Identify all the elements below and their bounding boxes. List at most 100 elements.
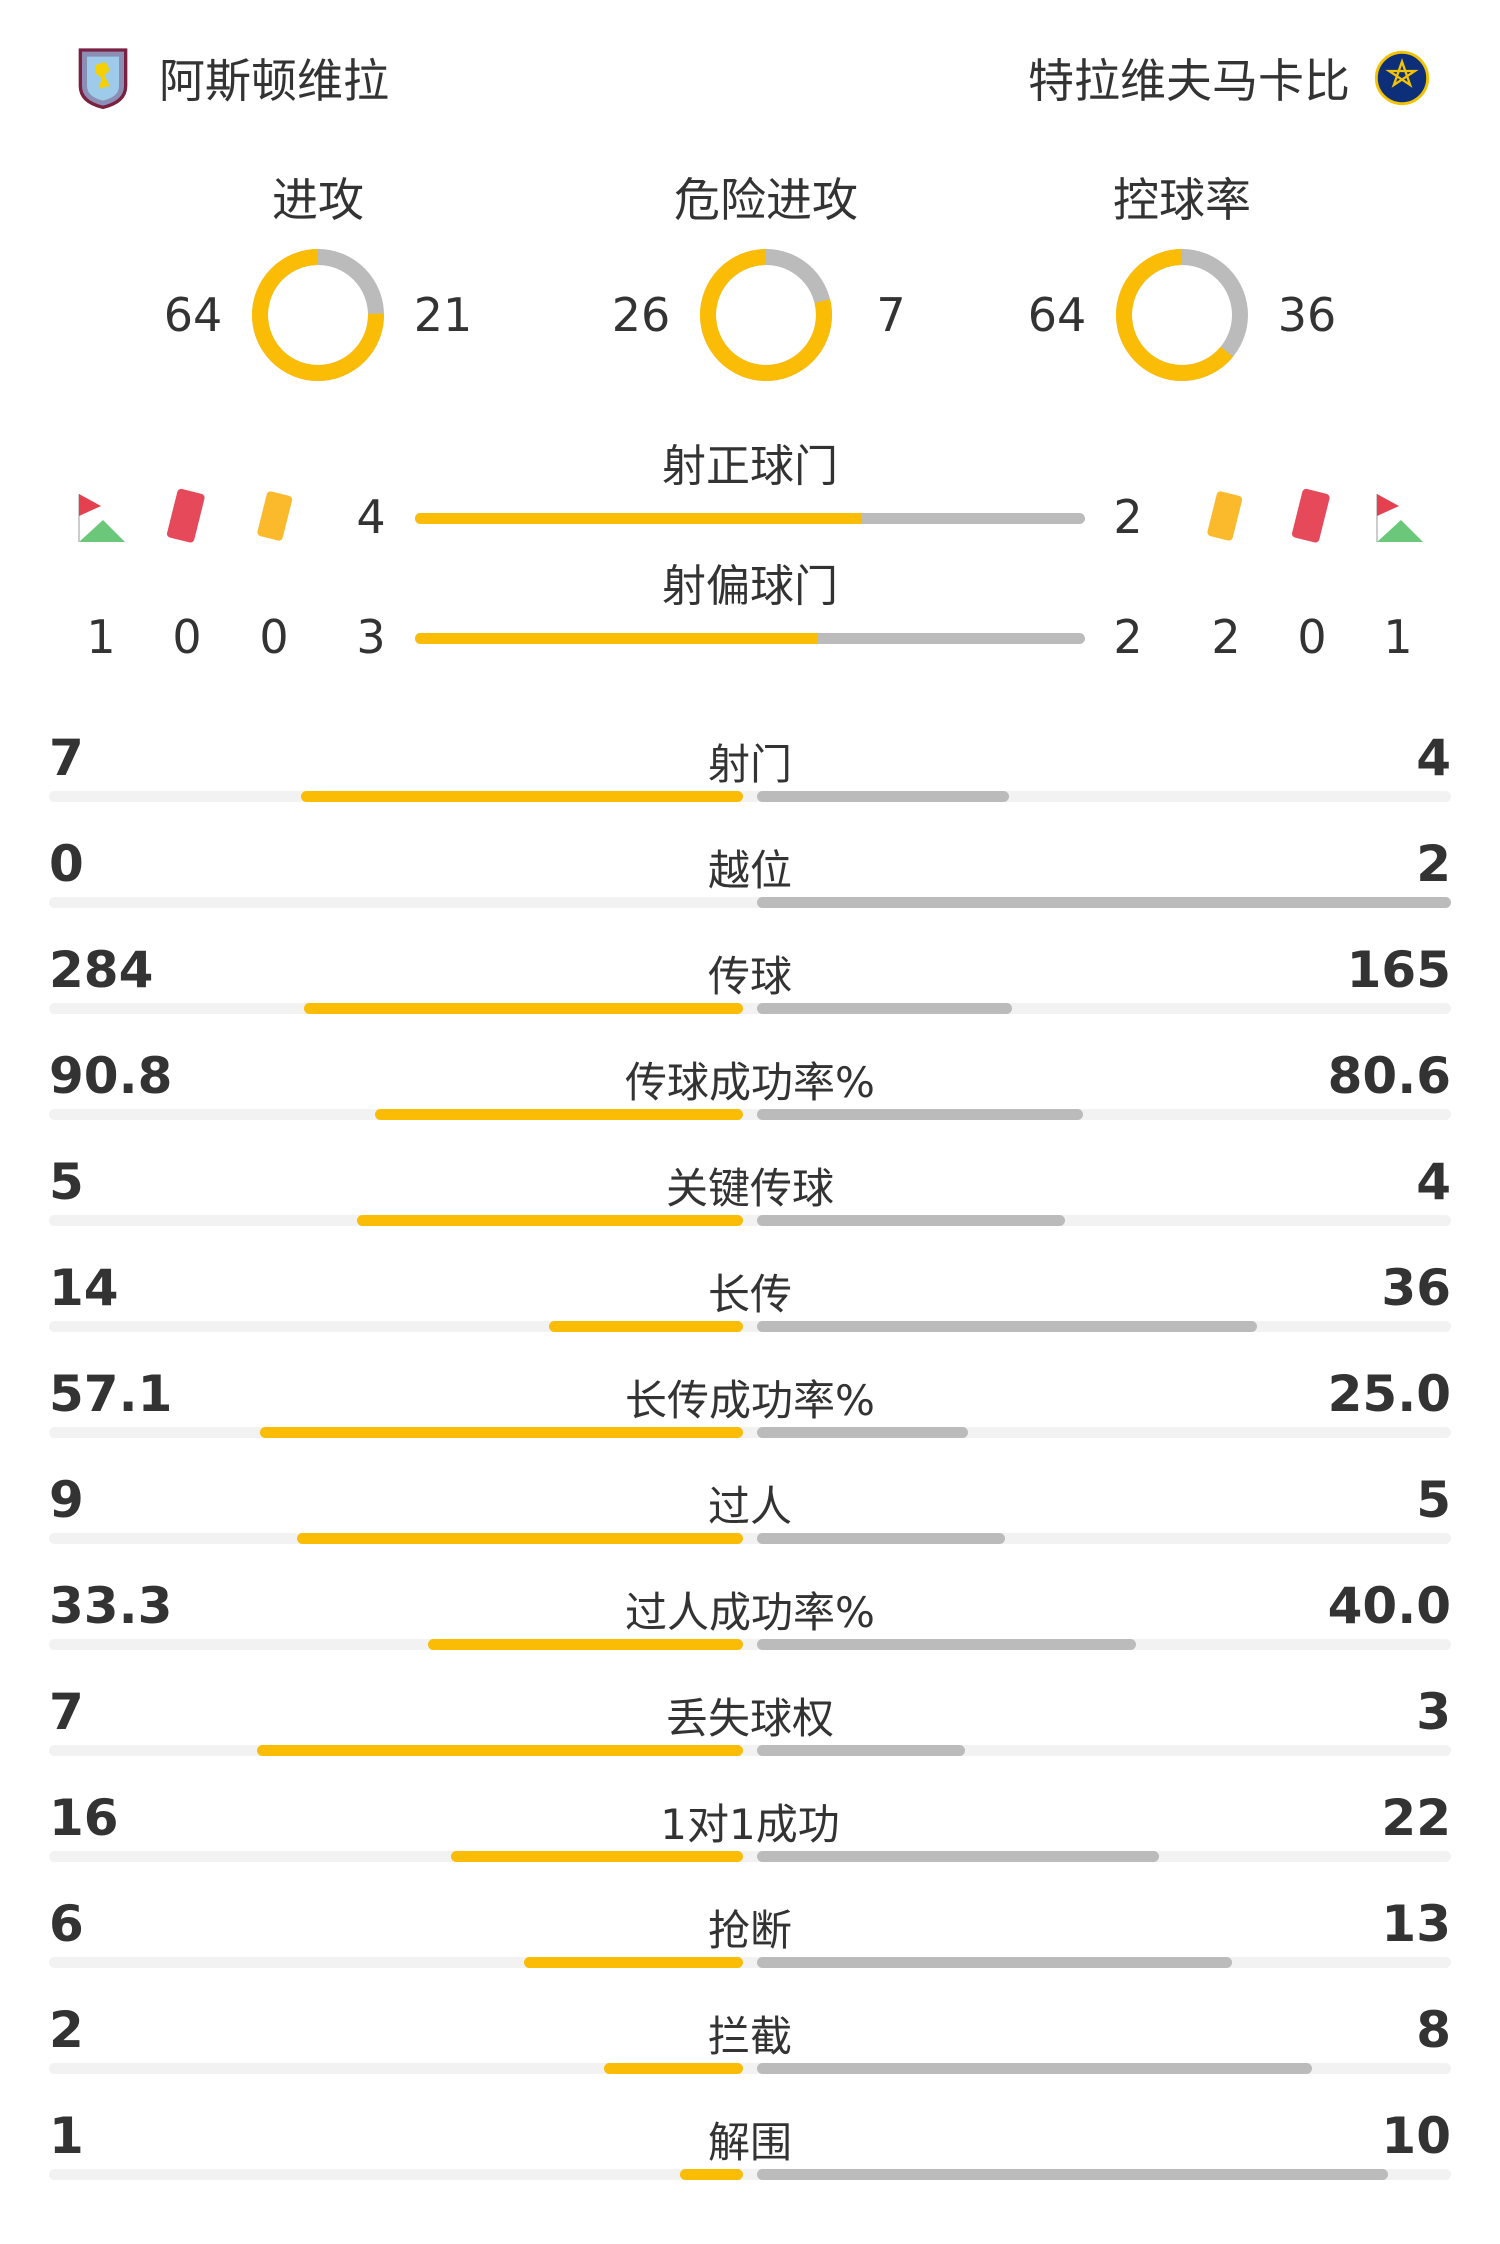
stat-away-bar: [757, 1109, 1084, 1120]
stat-away-bar: [757, 1215, 1066, 1226]
stat-away-bar: [757, 1639, 1136, 1650]
stat-home-value: 9: [49, 1471, 84, 1529]
shots-off-target-bar: [415, 633, 1085, 644]
donut-title: 危险进攻: [674, 173, 858, 227]
donut-2: 控球率 64 36: [982, 170, 1382, 390]
stat-home-value: 16: [49, 1789, 119, 1847]
home-team-name: 阿斯顿维拉: [159, 54, 389, 108]
stat-row: 5 关键传球 4: [49, 1153, 1451, 1265]
stat-track: [49, 1321, 1451, 1332]
stat-label: 越位: [707, 846, 792, 895]
stat-track: [49, 1851, 1451, 1862]
stat-away-value: 36: [1381, 1259, 1451, 1317]
stat-label: 丢失球权: [665, 1694, 834, 1743]
stat-label: 拦截: [707, 2012, 792, 2061]
stat-home-bar: [301, 791, 743, 802]
stat-home-bar: [427, 1639, 743, 1650]
corner-flag-icon: [1376, 494, 1423, 542]
away-team[interactable]: 特拉维夫马卡比: [1028, 45, 1430, 111]
stat-away-value: 80.6: [1327, 1047, 1451, 1105]
stat-home-value: 90.8: [49, 1047, 173, 1105]
donut-home-value: 64: [1027, 288, 1087, 342]
stat-label: 解围: [707, 2118, 792, 2167]
stat-track: [49, 791, 1451, 802]
stat-row: 16 1对1成功 22: [49, 1789, 1451, 1901]
home-corners: 1: [86, 610, 116, 664]
stat-row: 57.1 长传成功率% 25.0: [49, 1365, 1451, 1477]
away-shots-off-target: 2: [1113, 610, 1143, 664]
stat-away-bar: [757, 2063, 1313, 2074]
stat-row: 1 解围 10: [49, 2107, 1451, 2219]
stat-track: [49, 1639, 1451, 1650]
stat-home-value: 5: [49, 1153, 84, 1211]
stat-row: 7 丢失球权 3: [49, 1683, 1451, 1795]
donut-chart: [1116, 249, 1248, 381]
away-shots-on-target: 2: [1113, 490, 1143, 544]
stat-away-value: 2: [1416, 835, 1451, 893]
stat-away-bar: [757, 1745, 966, 1756]
stat-label: 长传: [707, 1270, 792, 1319]
stat-home-value: 57.1: [49, 1365, 173, 1423]
stat-home-bar: [375, 1109, 743, 1120]
away-yellow-cards: 2: [1211, 610, 1241, 664]
donut-title: 控球率: [1113, 173, 1251, 227]
away-corners: 1: [1383, 610, 1413, 664]
donut-away-value: 7: [876, 288, 906, 342]
stat-home-bar: [548, 1321, 743, 1332]
shots-on-target-bar: [415, 513, 1085, 524]
home-shots-off-target: 3: [356, 610, 386, 664]
stat-home-value: 33.3: [49, 1577, 173, 1635]
stat-label: 射门: [707, 740, 792, 789]
stat-home-value: 6: [49, 1895, 84, 1953]
stat-row: 33.3 过人成功率% 40.0: [49, 1577, 1451, 1689]
stat-away-bar: [757, 1851, 1159, 1862]
stat-label: 过人: [707, 1482, 792, 1531]
stat-home-value: 7: [49, 1683, 84, 1741]
stat-away-bar: [757, 1533, 1005, 1544]
stat-label: 1对1成功: [660, 1800, 840, 1849]
donut-chart: [252, 249, 384, 381]
stat-row: 2 拦截 8: [49, 2001, 1451, 2113]
stat-home-value: 2: [49, 2001, 84, 2059]
stat-away-value: 40.0: [1327, 1577, 1451, 1635]
stat-track: [49, 1109, 1451, 1120]
donut-home-arc: [1116, 249, 1248, 381]
home-team[interactable]: 阿斯顿维拉: [75, 45, 389, 111]
donut-away-value: 21: [413, 288, 473, 342]
stat-home-bar: [523, 1957, 743, 1968]
stat-away-value: 13: [1381, 1895, 1451, 1953]
stat-track: [49, 1745, 1451, 1756]
donut-chart: [700, 249, 832, 381]
donut-1: 危险进攻 26 7: [566, 170, 966, 390]
stat-away-value: 10: [1381, 2107, 1451, 2165]
stat-home-bar: [450, 1851, 743, 1862]
stat-track: [49, 1533, 1451, 1544]
stat-home-bar: [604, 2063, 743, 2074]
stat-away-bar: [757, 791, 1010, 802]
stat-away-bar: [757, 1321, 1257, 1332]
donut-home-value: 64: [163, 288, 223, 342]
red-card-icon: [167, 488, 205, 543]
stat-row: 9 过人 5: [49, 1471, 1451, 1583]
donut-home-value: 26: [611, 288, 671, 342]
stat-label: 抢断: [707, 1906, 792, 1955]
stat-label: 关键传球: [665, 1164, 834, 1213]
shots-on-target-label: 射正球门: [662, 441, 838, 492]
aston-villa-crest-icon: [78, 48, 128, 110]
stat-home-value: 0: [49, 835, 84, 893]
stat-row: 14 长传 36: [49, 1259, 1451, 1371]
stat-home-bar: [304, 1003, 743, 1014]
stat-row: 284 传球 165: [49, 941, 1451, 1053]
stat-away-value: 165: [1346, 941, 1451, 999]
stat-row: 7 射门 4: [49, 729, 1451, 841]
stat-home-bar: [357, 1215, 743, 1226]
maccabi-tel-aviv-crest-icon: [1374, 50, 1430, 106]
stat-away-bar: [757, 2169, 1388, 2180]
stat-home-bar: [260, 1427, 743, 1438]
stat-row: 90.8 传球成功率% 80.6: [49, 1047, 1451, 1159]
stat-away-bar: [757, 897, 1451, 908]
donut-home-arc: [700, 249, 832, 381]
stat-home-bar: [296, 1533, 743, 1544]
stat-away-bar: [757, 1003, 1013, 1014]
